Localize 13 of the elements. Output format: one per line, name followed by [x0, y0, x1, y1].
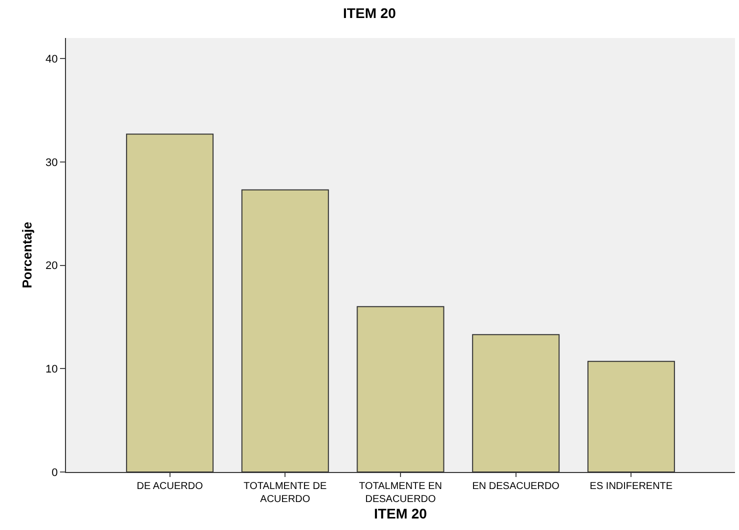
y-tick-label: 10	[46, 364, 58, 376]
chart-title: ITEM 20	[343, 4, 396, 21]
x-tick-label: EN DESACUERDO	[472, 481, 560, 492]
y-tick-label: 0	[52, 466, 58, 479]
y-tick-label: 30	[46, 156, 58, 169]
x-tick-label: TOTALMENTE EN DESACUERDO	[359, 481, 442, 505]
x-tick-label: DE ACUERDO	[136, 481, 204, 492]
x-tick-label: TOTALMENTE DE ACUERDO	[244, 481, 327, 505]
y-axis-title: Porcentaje	[20, 222, 34, 288]
y-tick-label: 20	[46, 260, 58, 272]
x-tick-label: ES INDIFERENTE	[590, 481, 673, 492]
x-axis-title: ITEM 20	[374, 505, 428, 522]
y-tick-label: 40	[46, 54, 58, 66]
